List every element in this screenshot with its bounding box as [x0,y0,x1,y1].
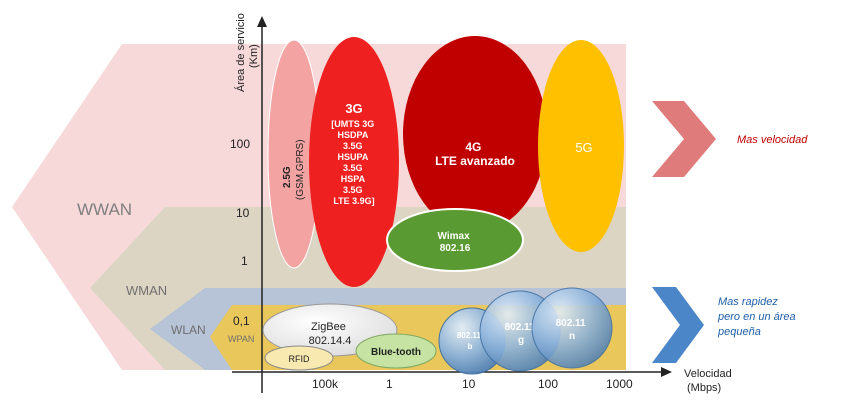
y-axis-title: Área de servicio (Km) [234,10,260,92]
x-axis-title: Velocidad (Mbps) [684,368,735,394]
tech-zigbee-label: ZigBee 802.14.4 [309,321,352,347]
y-axis-arrowhead [257,16,267,27]
x-tick-1000: 1000 [606,377,633,391]
wlan-label: WLAN [171,323,206,337]
tech-5g-label: 5G [575,140,592,155]
tech-rfid-label: RFID [289,354,310,364]
wpan-label: WPAN [228,334,254,344]
tech-wimax [386,208,524,272]
tech-2-5g-label: 2.5G (GSM,GPRS) [282,139,306,200]
x-tick-1: 1 [386,377,393,391]
tech-bluetooth [355,333,437,369]
y-tick-1: 1 [241,254,248,268]
y-tick-10: 10 [236,206,250,220]
tech-wifi-802-11b-label: 802.11 b [457,331,483,351]
mas-velocidad-text: Mas velocidad [737,134,808,146]
tech-wifi-802-11n [531,287,613,369]
wwan-label: WWAN [77,200,132,219]
mas-velocidad-arrow [652,101,716,177]
tech-3g [309,37,399,287]
tech-wifi-802-11n-label: 802.11 n [556,318,589,342]
tech-wifi-802-11g-label: 802.11 g [505,322,538,346]
mas-rapidez-arrow [652,287,704,363]
tech-5g [538,40,624,252]
tech-4g-label: 4G LTE avanzado [435,140,515,168]
wman-label: WMAN [126,283,167,298]
tech-3g-title: 3G [345,101,362,116]
x-tick-10: 10 [462,377,476,391]
y-tick-100: 100 [230,137,250,151]
x-axis-arrowhead [661,367,672,377]
tech-4g [403,36,547,232]
tech-wimax-label: Wimax 802.16 [438,231,473,254]
tech-bluetooth-label: Blue-tooth [371,347,421,358]
x-tick-100k: 100k [312,377,339,391]
x-tick-100: 100 [538,377,558,391]
tech-rfid [264,345,334,371]
y-tick-0-1: 0,1 [233,314,250,328]
mas-rapidez-text: Mas rapidez pero en un área pequeña [717,296,799,338]
tech-3g-list: [UMTS 3G HSDPA 3.5G HSUPA 3.5G HSPA 3.5G… [331,119,377,206]
